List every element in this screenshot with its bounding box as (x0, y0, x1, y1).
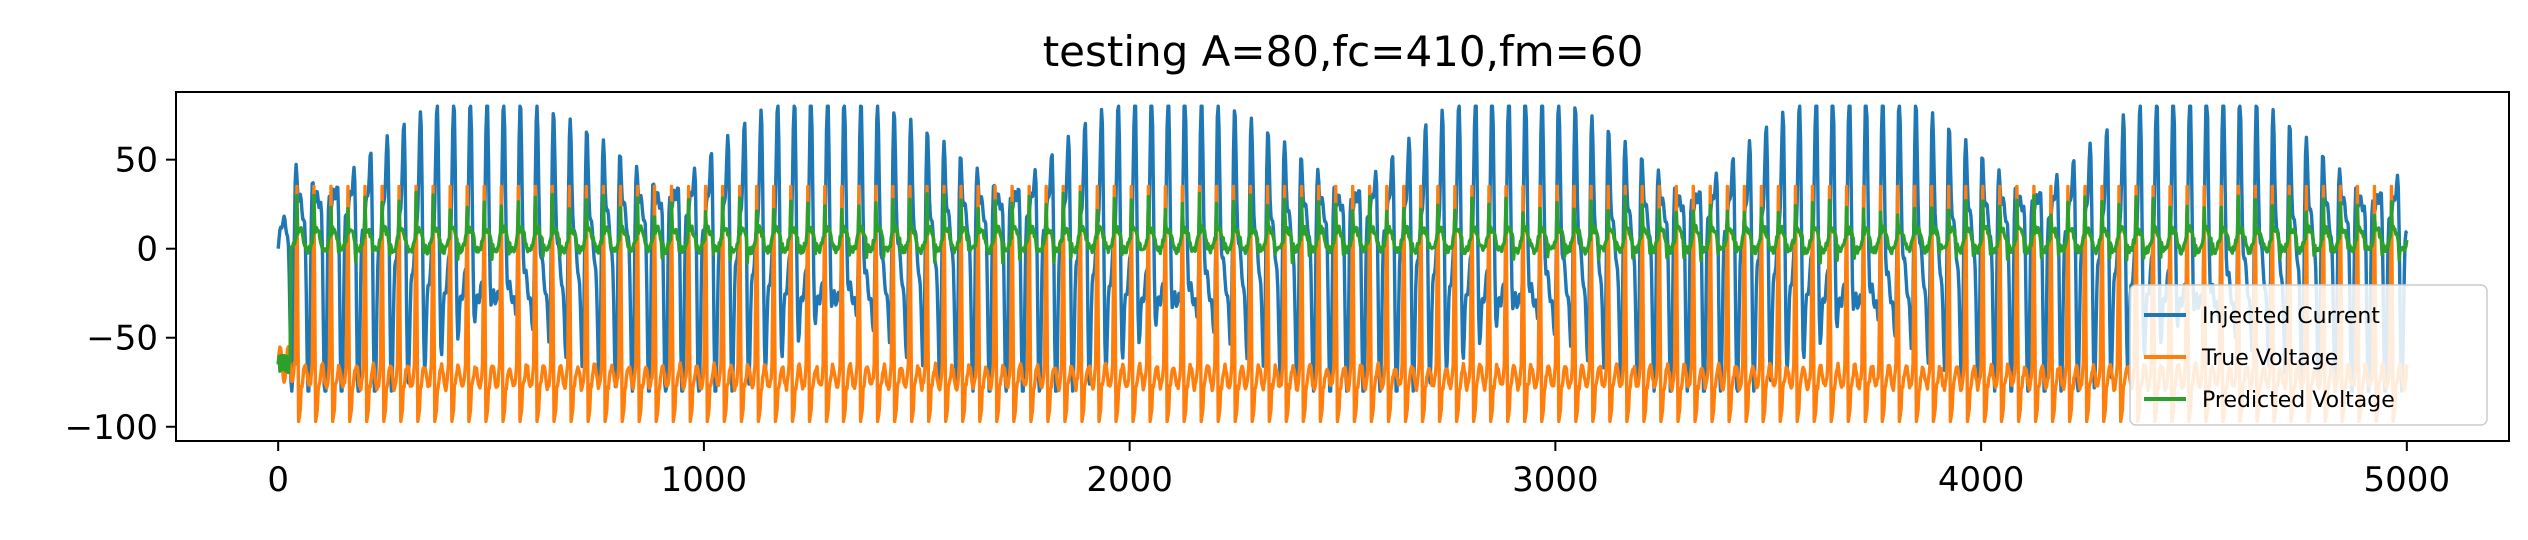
x-tick-label: 2000 (1086, 460, 1173, 500)
y-tick-label: 0 (136, 230, 158, 270)
series-line-predicted-voltage (276, 190, 2409, 375)
plot-lines (276, 104, 2409, 424)
x-axis: 0 1000 2000 3000 4000 5000 (267, 441, 2450, 500)
x-tick-label: 0 (267, 460, 289, 500)
legend-label: Injected Current (2202, 304, 2380, 329)
x-tick-label: 3000 (1512, 460, 1599, 500)
axes-frame (175, 91, 2510, 442)
x-tick-label: 1000 (661, 460, 748, 500)
y-tick-label: 50 (115, 141, 158, 181)
series-line-true-voltage (276, 184, 2409, 424)
legend-label: Predicted Voltage (2202, 388, 2395, 413)
y-axis: 50 0 −50 −100 (65, 141, 176, 448)
x-tick-label: 5000 (2364, 460, 2451, 500)
y-tick-label: −50 (86, 319, 158, 359)
chart-title: testing A=80,fc=410,fm=60 (1043, 27, 1644, 76)
legend-label: True Voltage (2201, 346, 2338, 371)
legend: Injected Current True Voltage Predicted Vo… (2129, 284, 2488, 426)
legend-box (2129, 284, 2488, 426)
y-tick-label: −100 (65, 408, 158, 448)
x-tick-label: 4000 (1938, 460, 2025, 500)
